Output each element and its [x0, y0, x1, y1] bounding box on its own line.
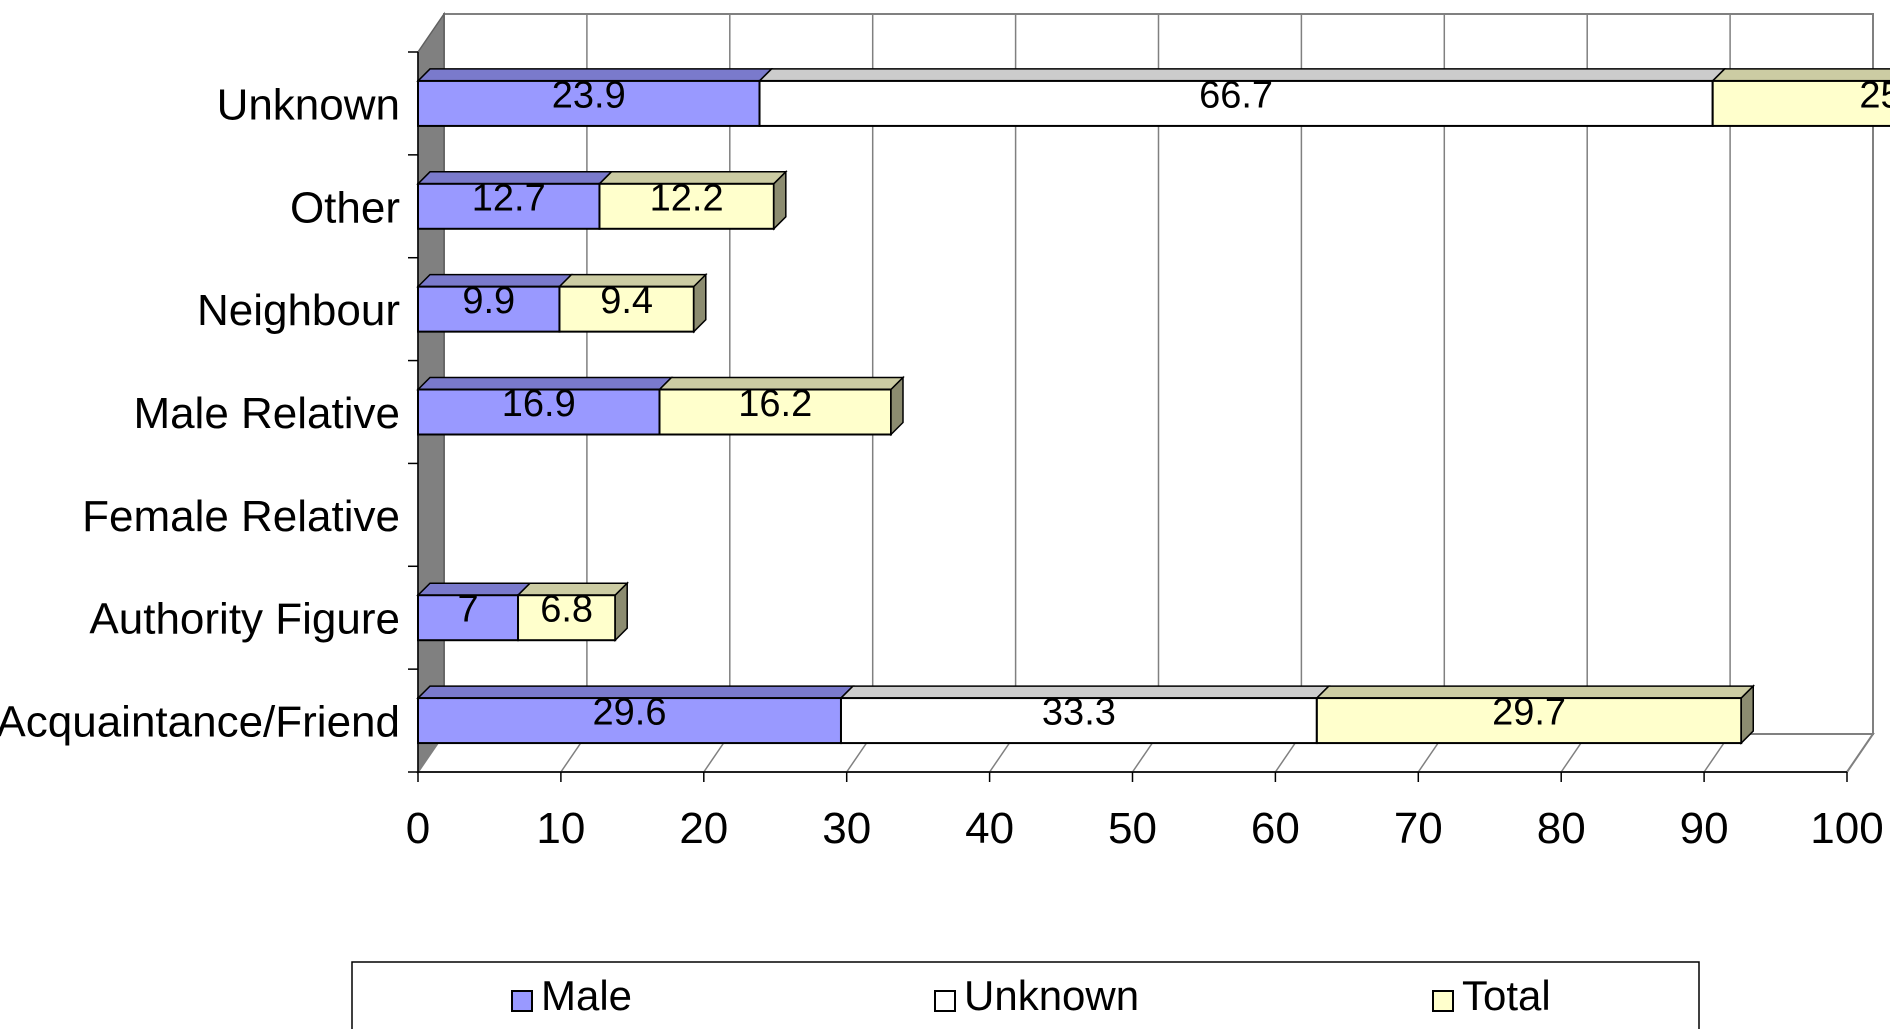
- x-tick-label: 30: [822, 804, 871, 853]
- x-tick-label: 100: [1810, 804, 1883, 853]
- bar-top: [1710, 68, 1890, 82]
- data-label: 12.7: [472, 177, 546, 219]
- x-tick-label: 60: [1251, 804, 1300, 853]
- bar-segment: [1315, 697, 1743, 745]
- legend-label: Total: [1462, 972, 1551, 1019]
- gridlines: [560, 14, 1874, 773]
- bar-segment: [417, 388, 661, 436]
- bar-segment: [658, 388, 892, 436]
- category-label: Acquaintance/Friend: [0, 698, 400, 747]
- x-tick-label: 40: [965, 804, 1014, 853]
- data-label: 9.9: [462, 280, 515, 322]
- bar-side: [890, 375, 904, 437]
- x-tick-label: 20: [679, 804, 728, 853]
- legend-label: Unknown: [964, 972, 1139, 1019]
- legend-swatch: [934, 990, 956, 1012]
- bar-side: [614, 581, 628, 643]
- bar-segment: [417, 594, 520, 642]
- category-label: Neighbour: [197, 286, 400, 335]
- category-label: Male Relative: [133, 389, 400, 438]
- bar-segment: [417, 285, 561, 333]
- bar-side: [1740, 684, 1755, 745]
- category-label: Female Relative: [82, 492, 400, 541]
- category-label: Other: [290, 183, 400, 232]
- x-tick-label: 50: [1108, 804, 1157, 853]
- bar-segment: [1711, 79, 1890, 127]
- floor-gridline: [1846, 733, 1874, 773]
- bar-segment: [517, 594, 617, 642]
- legend-swatch: [1432, 990, 1454, 1012]
- data-label: 12.2: [650, 177, 724, 219]
- bar-segment: [417, 182, 601, 230]
- legend-box: [351, 961, 1700, 1029]
- data-label: 29.6: [593, 692, 667, 734]
- data-label: 29.7: [1492, 692, 1566, 734]
- x-tick-label: 0: [406, 804, 430, 853]
- bar-side: [693, 272, 707, 334]
- data-label: 9.4: [600, 280, 653, 322]
- x-tick-label: 10: [536, 804, 585, 853]
- x-tick-label: 80: [1537, 804, 1586, 853]
- category-label: Unknown: [217, 80, 400, 129]
- data-label: 33.3: [1042, 692, 1116, 734]
- bar-segment: [417, 697, 842, 745]
- data-label: 16.2: [738, 383, 812, 425]
- x-tick-label: 90: [1680, 804, 1729, 853]
- legend-label: Male: [541, 972, 632, 1019]
- data-label: 16.9: [502, 383, 576, 425]
- x-tick-label: 70: [1394, 804, 1443, 853]
- axes: Unknown Other Neighbour Male Relative Female…: [0, 51, 1884, 853]
- bars: 23.9 66.7 25.7 12.7 12.2 9.9 9.4 16.9 16.2 7 6.8 29…: [416, 68, 1890, 745]
- bar-segment: [839, 697, 1318, 745]
- data-label: 6.8: [540, 589, 593, 631]
- bar-segment: [758, 79, 1714, 127]
- data-label: 23.9: [552, 74, 626, 116]
- legend: Male Unknown Total: [351, 961, 1700, 1029]
- legend-swatch: [511, 990, 533, 1012]
- bar-segment: [417, 79, 761, 127]
- bar-side: [773, 169, 787, 231]
- data-label: 25.7: [1859, 74, 1890, 116]
- data-label: 66.7: [1199, 74, 1273, 116]
- data-label: 7: [457, 589, 478, 631]
- category-label: Authority Figure: [89, 595, 400, 644]
- bar-segment: [558, 285, 695, 333]
